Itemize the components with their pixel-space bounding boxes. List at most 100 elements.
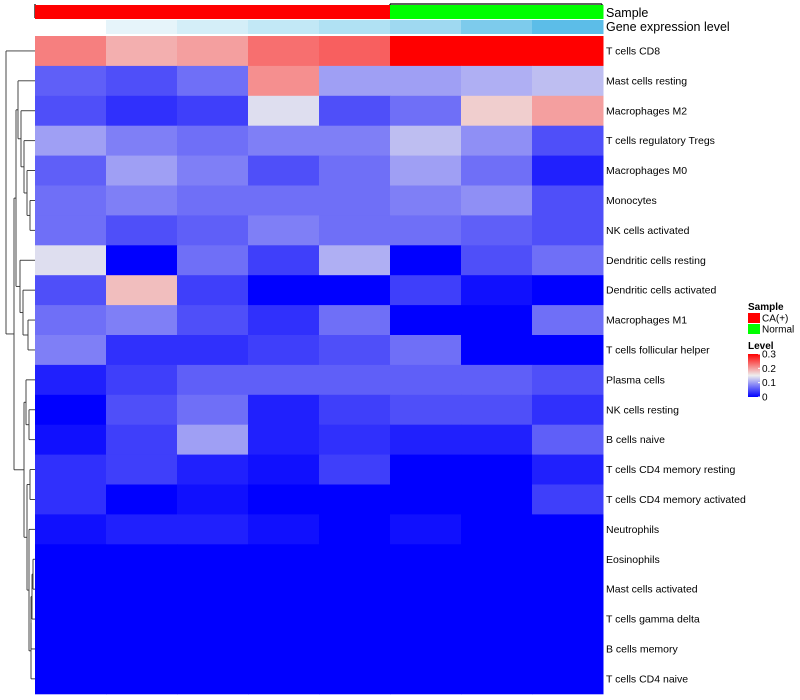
heatmap-cell bbox=[35, 36, 107, 67]
row-label: Monocytes bbox=[606, 195, 657, 207]
heatmap-cell bbox=[532, 364, 604, 396]
heatmap-cell bbox=[35, 604, 107, 635]
heatmap-cell bbox=[390, 245, 462, 276]
heatmap-cell bbox=[390, 335, 462, 366]
heatmap-cell bbox=[319, 454, 391, 485]
annotation-bars bbox=[35, 5, 604, 34]
heatmap-cell bbox=[248, 305, 320, 336]
heatmap-cell bbox=[532, 544, 604, 575]
heatmap-cell bbox=[532, 305, 604, 336]
heatmap-cell bbox=[35, 364, 107, 396]
heatmap-cell bbox=[390, 65, 462, 97]
heatmap-cell bbox=[532, 335, 604, 366]
row-label: Plasma cells bbox=[606, 374, 665, 386]
heatmap-cell bbox=[106, 454, 178, 485]
heatmap-cell bbox=[532, 454, 604, 485]
sample-annotation-cell bbox=[461, 5, 533, 19]
heatmap-cell bbox=[248, 663, 320, 695]
heatmap-cell bbox=[106, 424, 178, 456]
gene-expression-annotation-cell bbox=[106, 20, 178, 34]
heatmap-cell bbox=[177, 215, 249, 246]
heatmap-cell bbox=[106, 65, 178, 97]
row-label: Mast cells activated bbox=[606, 584, 698, 596]
legend-level-tick-label: 0 bbox=[762, 393, 768, 404]
heatmap-cell bbox=[532, 65, 604, 97]
heatmap-cell bbox=[35, 245, 107, 276]
heatmap-cell bbox=[390, 604, 462, 635]
heatmap-cell bbox=[177, 36, 249, 67]
heatmap-cell bbox=[177, 305, 249, 336]
heatmap-cell bbox=[248, 95, 320, 127]
heatmap-cell bbox=[177, 574, 249, 605]
heatmap-cell bbox=[248, 125, 320, 157]
legend-sample-title: Sample bbox=[748, 302, 784, 313]
heatmap-cell bbox=[248, 275, 320, 306]
heatmap-cell bbox=[35, 484, 107, 515]
heatmap-cell bbox=[177, 125, 249, 157]
heatmap-cell bbox=[319, 95, 391, 127]
heatmap-cell bbox=[248, 36, 320, 67]
heatmap-cell bbox=[319, 275, 391, 306]
gene-expression-annotation-cell bbox=[177, 20, 249, 34]
heatmap-cell bbox=[319, 364, 391, 396]
sample-annotation-cell bbox=[390, 5, 462, 19]
heatmap-cell bbox=[106, 634, 178, 665]
heatmap-cell bbox=[461, 454, 533, 485]
heatmap-cell bbox=[177, 454, 249, 485]
heatmap-cell bbox=[390, 663, 462, 695]
heatmap-cell bbox=[532, 95, 604, 127]
gene-expression-annotation-cell bbox=[319, 20, 391, 34]
heatmap-cell bbox=[390, 634, 462, 665]
legend-level-tick-label: 0.2 bbox=[762, 364, 776, 375]
heatmap-cell bbox=[177, 155, 249, 186]
gene-expression-annotation-cell bbox=[461, 20, 533, 34]
heatmap-cell bbox=[461, 335, 533, 366]
heatmap-cell bbox=[319, 125, 391, 157]
legend-sample-label: Normal bbox=[762, 325, 794, 336]
row-label: Macrophages M1 bbox=[606, 315, 687, 327]
heatmap-cell bbox=[106, 394, 178, 426]
sample-annotation-cell bbox=[319, 5, 391, 19]
heatmap-cell bbox=[461, 125, 533, 157]
legend-sample-swatch bbox=[748, 324, 760, 334]
heatmap-cell bbox=[248, 544, 320, 575]
heatmap-cell bbox=[177, 663, 249, 695]
row-label: T cells CD4 naive bbox=[606, 673, 688, 685]
row-label: Dendritic cells resting bbox=[606, 255, 706, 267]
heatmap-cell bbox=[248, 364, 320, 396]
heatmap-cell bbox=[177, 245, 249, 276]
row-label: Dendritic cells activated bbox=[606, 285, 716, 297]
row-label: Macrophages M2 bbox=[606, 105, 687, 117]
heatmap-cell bbox=[35, 305, 107, 336]
heatmap-cell bbox=[106, 574, 178, 605]
row-label: T cells follicular helper bbox=[606, 344, 710, 356]
heatmap-cell bbox=[35, 394, 107, 426]
heatmap-cell bbox=[461, 245, 533, 276]
row-label: T cells CD4 memory activated bbox=[606, 494, 746, 506]
heatmap-cell bbox=[248, 634, 320, 665]
heatmap-cell bbox=[319, 185, 391, 216]
heatmap-cell bbox=[106, 604, 178, 635]
heatmap-cell bbox=[177, 484, 249, 515]
heatmap-cell bbox=[248, 574, 320, 605]
heatmap-cell bbox=[35, 335, 107, 366]
heatmap-cell bbox=[319, 484, 391, 515]
heatmap-cell bbox=[461, 604, 533, 635]
gene-expression-annotation-label: Gene expression level bbox=[606, 20, 730, 34]
heatmap-cell bbox=[248, 394, 320, 426]
heatmap-cell bbox=[106, 364, 178, 396]
heatmap-cell bbox=[390, 36, 462, 67]
heatmap-cell bbox=[319, 604, 391, 635]
heatmap-cell bbox=[106, 514, 178, 545]
heatmap-cell bbox=[532, 245, 604, 276]
row-label: Mast cells resting bbox=[606, 75, 687, 87]
heatmap-cell bbox=[177, 424, 249, 456]
heatmap-cell bbox=[390, 454, 462, 485]
legend-level-tick-label: 0.3 bbox=[762, 350, 776, 361]
heatmap-cell bbox=[532, 574, 604, 605]
sample-annotation-cell bbox=[177, 5, 249, 19]
heatmap-cell bbox=[461, 663, 533, 695]
legend-sample-items: CA(+)Normal bbox=[748, 313, 794, 336]
heatmap-cell bbox=[248, 185, 320, 216]
